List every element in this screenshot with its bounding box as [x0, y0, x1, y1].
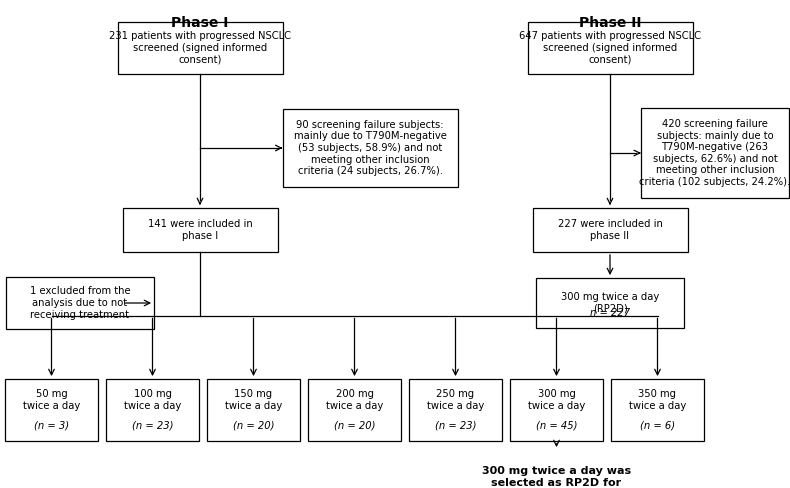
Bar: [532, 208, 687, 252]
Text: 90 screening failure subjects:
mainly due to T790M-negative
(53 subjects, 58.9%): 90 screening failure subjects: mainly du…: [294, 120, 446, 176]
Bar: [409, 379, 502, 441]
Text: (n = 6): (n = 6): [640, 421, 675, 431]
Bar: [611, 379, 704, 441]
Bar: [118, 22, 283, 74]
Bar: [122, 208, 277, 252]
Bar: [536, 278, 684, 328]
Text: 350 mg
twice a day: 350 mg twice a day: [629, 389, 687, 411]
Text: (n = 3): (n = 3): [34, 421, 69, 431]
Bar: [528, 22, 693, 74]
Bar: [283, 109, 457, 187]
Bar: [5, 379, 98, 441]
Text: (n = 20): (n = 20): [333, 421, 375, 431]
Text: 227 were included in
phase II: 227 were included in phase II: [558, 219, 663, 241]
Text: 420 screening failure
subjects: mainly due to
T790M-negative (263
subjects, 62.6: 420 screening failure subjects: mainly d…: [639, 119, 790, 187]
Text: Phase II: Phase II: [579, 16, 641, 30]
Text: 300 mg
twice a day: 300 mg twice a day: [528, 389, 585, 411]
Bar: [641, 108, 789, 198]
Text: 300 mg twice a day was
selected as RP2D for
phase II study: 300 mg twice a day was selected as RP2D …: [482, 466, 631, 488]
Bar: [308, 379, 401, 441]
Text: n = 227: n = 227: [590, 308, 630, 318]
Text: (n = 45): (n = 45): [536, 421, 577, 431]
Bar: [207, 379, 300, 441]
Text: (n = 23): (n = 23): [132, 421, 173, 431]
Text: (n = 23): (n = 23): [435, 421, 476, 431]
Bar: [6, 277, 154, 329]
Text: 50 mg
twice a day: 50 mg twice a day: [23, 389, 80, 411]
Text: 300 mg twice a day
(RP2D): 300 mg twice a day (RP2D): [561, 292, 659, 314]
Text: Phase I: Phase I: [171, 16, 228, 30]
Text: 231 patients with progressed NSCLC
screened (signed informed
consent): 231 patients with progressed NSCLC scree…: [109, 31, 291, 64]
Text: 150 mg
twice a day: 150 mg twice a day: [225, 389, 282, 411]
Text: 1 excluded from the
analysis due to not
receiving treatment: 1 excluded from the analysis due to not …: [30, 286, 130, 320]
Text: (n = 20): (n = 20): [233, 421, 274, 431]
Text: 100 mg
twice a day: 100 mg twice a day: [124, 389, 181, 411]
Text: 141 were included in
phase I: 141 were included in phase I: [148, 219, 252, 241]
Text: 200 mg
twice a day: 200 mg twice a day: [326, 389, 383, 411]
Bar: [106, 379, 199, 441]
Bar: [510, 379, 603, 441]
Text: 647 patients with progressed NSCLC
screened (signed informed
consent): 647 patients with progressed NSCLC scree…: [519, 31, 701, 64]
Text: 250 mg
twice a day: 250 mg twice a day: [427, 389, 484, 411]
